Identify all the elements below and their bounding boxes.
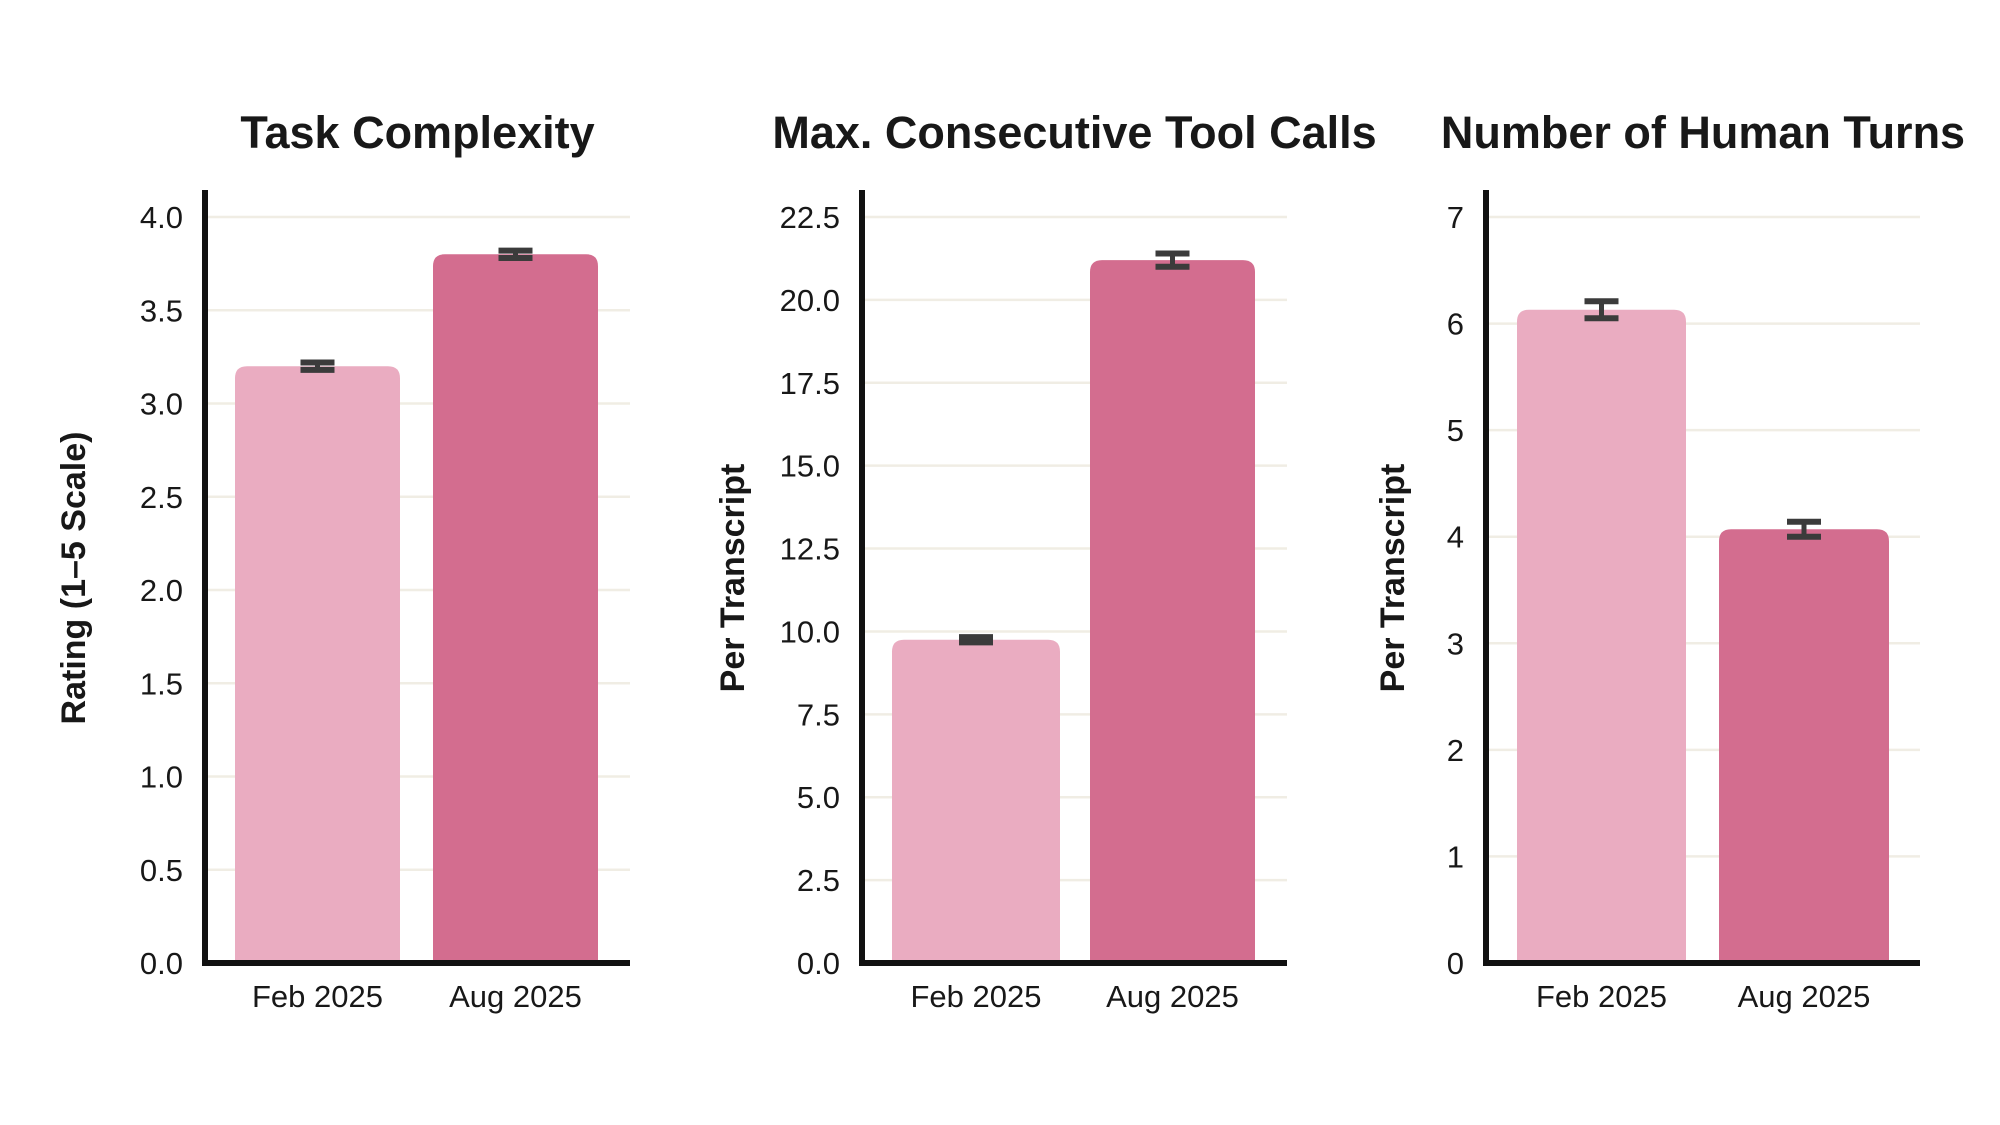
chart-max-consecutive-tool-calls: 0.0 2.5 5.0 7.5 10.0 12.5 15.0 17.5 20.0 22.5 Feb … <box>714 107 1377 1014</box>
y-axis-title: Rating (1–5 Scale) <box>55 432 93 725</box>
y-tick-label: 3 <box>1447 626 1464 661</box>
y-tick-label: 2.5 <box>797 863 840 898</box>
axis-spine <box>202 190 630 966</box>
y-axis-title: Per Transcript <box>1374 464 1412 693</box>
chart-number-of-human-turns: 0 1 2 3 4 5 6 7 Feb 2025 Aug 2025 Per Transcript Nu… <box>1374 107 1965 1014</box>
chart-title: Number of Human Turns <box>1441 107 1965 158</box>
y-tick-label: 22.5 <box>780 200 840 235</box>
axis-spine <box>859 190 1287 966</box>
y-tick-label: 6 <box>1447 307 1464 342</box>
y-tick-label: 20.0 <box>780 283 840 318</box>
error-bar-feb-2025 <box>1584 298 1619 322</box>
y-tick-label: 10.0 <box>780 614 840 649</box>
chart-task-complexity: 0.0 0.5 1.0 1.5 2.0 2.5 3.0 3.5 4.0 Feb 2025 Aug 2… <box>55 107 630 1014</box>
error-bar-feb-2025 <box>300 359 335 373</box>
y-tick-label: 1 <box>1447 839 1464 874</box>
bar-feb-2025 <box>235 366 400 963</box>
y-tick-label: 3.5 <box>140 293 183 328</box>
y-tick-label: 0.5 <box>140 853 183 888</box>
y-axis-title: Per Transcript <box>714 464 752 693</box>
y-tick-label: 3.0 <box>140 387 183 422</box>
axis-spine <box>1483 190 1920 966</box>
x-axis-label-feb-2025: Feb 2025 <box>1536 979 1667 1014</box>
bar-aug-2025 <box>1719 529 1889 963</box>
y-tick-label: 5.0 <box>797 780 840 815</box>
x-axis-label-aug-2025: Aug 2025 <box>1738 979 1871 1014</box>
chart-title: Task Complexity <box>240 107 594 158</box>
x-axis-label-feb-2025: Feb 2025 <box>252 979 383 1014</box>
y-tick-label: 4.0 <box>140 200 183 235</box>
y-tick-label: 12.5 <box>780 532 840 567</box>
error-bar-aug-2025 <box>1155 250 1190 270</box>
error-bar-feb-2025 <box>959 634 993 646</box>
bar-feb-2025 <box>892 639 1060 963</box>
x-axis-label-aug-2025: Aug 2025 <box>1106 979 1239 1014</box>
chart-title: Max. Consecutive Tool Calls <box>772 107 1376 158</box>
y-tick-label: 0 <box>1447 946 1464 981</box>
y-tick-label: 7 <box>1447 200 1464 235</box>
error-bar-aug-2025 <box>1787 518 1821 540</box>
y-tick-label: 1.0 <box>140 760 183 795</box>
y-tick-label: 5 <box>1447 413 1464 448</box>
bar-aug-2025 <box>1090 260 1255 963</box>
y-tick-label: 0.0 <box>797 946 840 981</box>
bar-feb-2025 <box>1517 309 1686 963</box>
x-axis-label-feb-2025: Feb 2025 <box>911 979 1042 1014</box>
bar-aug-2025 <box>433 254 598 964</box>
y-tick-label: 0.0 <box>140 946 183 981</box>
y-tick-label: 17.5 <box>780 366 840 401</box>
y-tick-label: 2 <box>1447 733 1464 768</box>
error-bar-aug-2025 <box>498 247 533 262</box>
y-tick-label: 15.0 <box>780 449 840 484</box>
y-tick-label: 2.5 <box>140 480 183 515</box>
y-tick-label: 1.5 <box>140 666 183 701</box>
y-tick-label: 7.5 <box>797 697 840 732</box>
x-axis-label-aug-2025: Aug 2025 <box>449 979 582 1014</box>
y-tick-label: 4 <box>1447 520 1464 555</box>
y-tick-label: 2.0 <box>140 573 183 608</box>
